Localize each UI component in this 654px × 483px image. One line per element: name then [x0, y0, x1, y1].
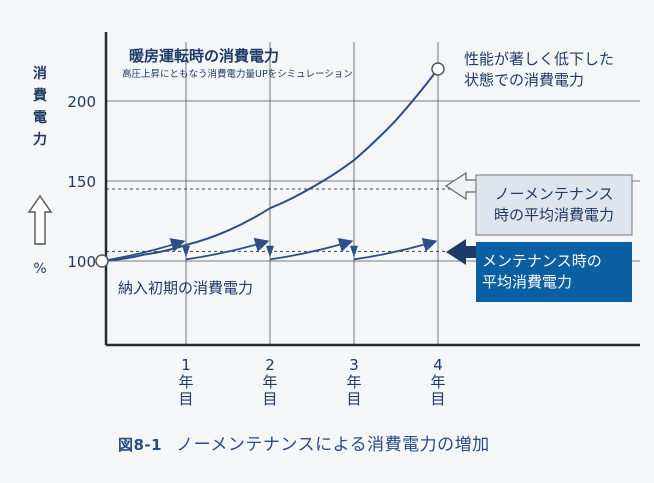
y-tick-label-150: 150 — [67, 173, 96, 191]
up-arrow-icon — [27, 194, 53, 245]
series — [95, 62, 445, 268]
no-maintenance-avg-arrow — [444, 171, 477, 201]
maintenance-segment-4 — [353, 237, 438, 261]
annotations: 消費電力% 暖房運転時の消費電力高圧上昇にともなう消費電力量UPをシミュレーション… — [27, 47, 633, 302]
maintenance-avg-label: メンテナンス時の平均消費電力 — [482, 252, 602, 291]
y-axis-label: 消費電力 — [33, 65, 47, 148]
y-unit-label: % — [33, 261, 46, 277]
maintenance-segment-1 — [101, 238, 186, 262]
maintenance-drop-1 — [182, 245, 190, 258]
x-tick-label-2: 2 年目 — [262, 356, 277, 408]
chart-subtitle: 高圧上昇にともなう消費電力量UPをシミュレーション — [122, 68, 353, 80]
start-point-annotation: 納入初期の消費電力 — [118, 279, 253, 297]
maintenance-segment-2 — [185, 237, 270, 261]
maintenance-segment-3 — [269, 237, 354, 261]
maintenance-drop-3 — [350, 245, 358, 258]
end-point-annotation: 性能が著しく低下した状態での消費電力 — [464, 50, 614, 89]
no-maintenance-avg-box — [475, 174, 633, 236]
maintenance-avg-arrow — [446, 239, 476, 265]
tick-labels: 100 150 200 1 年目 2 年目 3 年目 4 年目 — [67, 93, 445, 408]
figure-number: 図8-1 — [118, 436, 163, 454]
start-point-marker — [95, 254, 109, 268]
end-point-marker — [431, 62, 445, 76]
chart-title: 暖房運転時の消費電力 — [129, 47, 279, 65]
no-maintenance-curve — [101, 68, 439, 262]
no-maintenance-avg-label: ノーメンテナンス時の平均消費電力 — [494, 185, 614, 224]
x-tick-label-1: 1 年目 — [178, 356, 193, 408]
maintenance-drop-2 — [266, 245, 274, 258]
maintenance-avg-box — [476, 242, 632, 302]
x-tick-label-3: 3 年目 — [346, 356, 361, 408]
y-tick-label-100: 100 — [67, 253, 96, 271]
average-lines — [106, 188, 452, 252]
figure-caption-text: ノーメンテナンスによる消費電力の増加 — [176, 435, 490, 455]
y-tick-label-200: 200 — [67, 93, 96, 111]
x-tick-label-4: 4 年目 — [430, 356, 445, 408]
axes — [104, 32, 640, 347]
figure-caption: 図8-1 ノーメンテナンスによる消費電力の増加 — [118, 430, 490, 455]
